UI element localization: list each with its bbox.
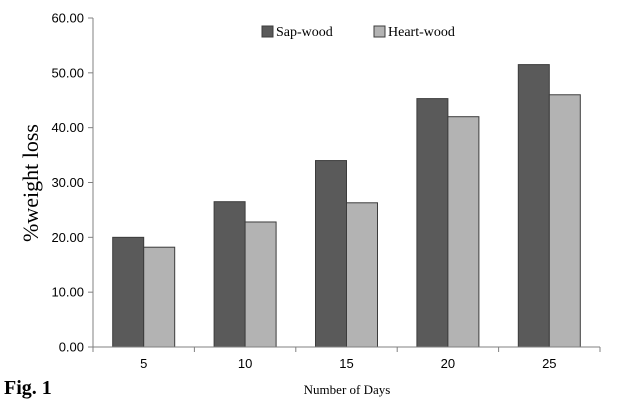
bar-sap-wood-5 <box>112 236 145 348</box>
y-axis-label: %weight loss <box>18 124 43 242</box>
x-tick-label: 10 <box>238 356 252 371</box>
bar-heart-wood-5 <box>143 246 176 348</box>
bar-heart-wood-25 <box>548 94 581 348</box>
figure-label: Fig. 1 <box>4 377 52 399</box>
legend: Sap-wood Heart-wood <box>261 25 455 40</box>
legend-label-heart-wood: Heart-wood <box>388 25 455 40</box>
bar-sap-wood-20 <box>416 98 449 348</box>
bar-heart-wood-20 <box>447 116 480 348</box>
x-tick-label: 15 <box>339 356 353 371</box>
bar-sap-wood-15 <box>315 160 347 348</box>
y-tick-label: 40.00 <box>51 120 84 135</box>
bar-sap-wood-10 <box>213 201 246 348</box>
bar-sap-wood-25 <box>517 64 550 348</box>
y-ticks: 0.00 10.00 20.00 30.00 40.00 50.00 60.00 <box>51 11 93 355</box>
x-tick-label: 20 <box>441 356 455 371</box>
bars <box>112 64 581 348</box>
bar-heart-wood-15 <box>346 202 378 348</box>
y-tick-label: 50.00 <box>51 65 84 80</box>
x-axis-label: Number of Days <box>304 382 391 397</box>
y-tick-label: 20.00 <box>51 230 84 245</box>
y-tick-label: 10.00 <box>51 285 84 300</box>
x-ticks: 5 10 15 20 25 <box>92 347 601 371</box>
legend-swatch-heart-wood <box>373 25 386 38</box>
legend-label-sap-wood: Sap-wood <box>276 25 333 40</box>
bar-heart-wood-10 <box>244 221 277 348</box>
y-tick-label: 60.00 <box>51 11 84 26</box>
y-tick-label: 0.00 <box>59 340 84 355</box>
legend-swatch-sap-wood <box>261 25 274 38</box>
y-tick-label: 30.00 <box>51 175 84 190</box>
x-tick-label: 5 <box>140 356 147 371</box>
x-tick-label: 25 <box>542 356 556 371</box>
